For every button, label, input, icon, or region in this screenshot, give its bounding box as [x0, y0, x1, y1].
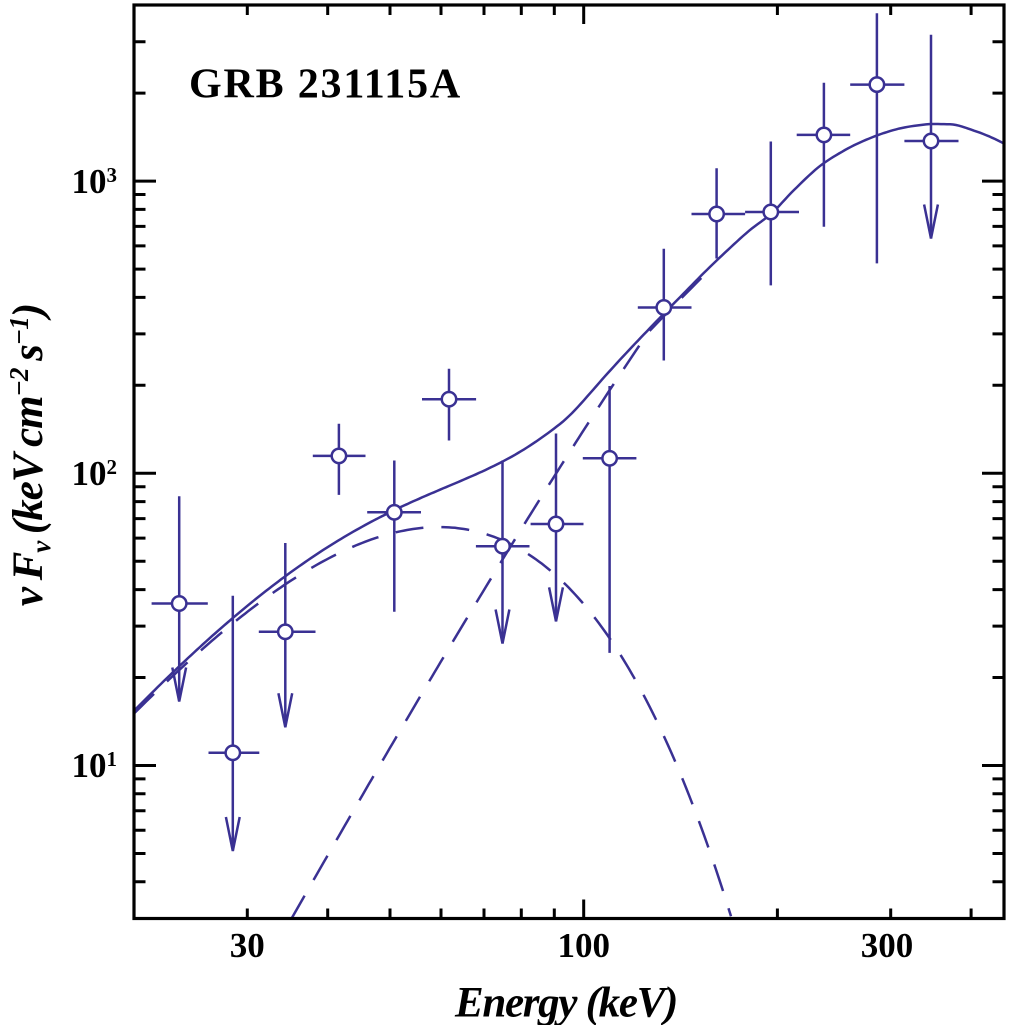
svg-text:GRB 231115A: GRB 231115A [189, 62, 462, 108]
svg-text:30: 30 [230, 926, 265, 965]
svg-text:100: 100 [557, 926, 610, 965]
svg-text:300: 300 [861, 926, 914, 965]
svg-text:Energy (keV): Energy (keV) [454, 980, 677, 1025]
svg-text:102: 102 [72, 454, 118, 493]
svg-text:ν Fν (keV cm−2 s−1): ν Fν (keV cm−2 s−1) [4, 304, 56, 606]
